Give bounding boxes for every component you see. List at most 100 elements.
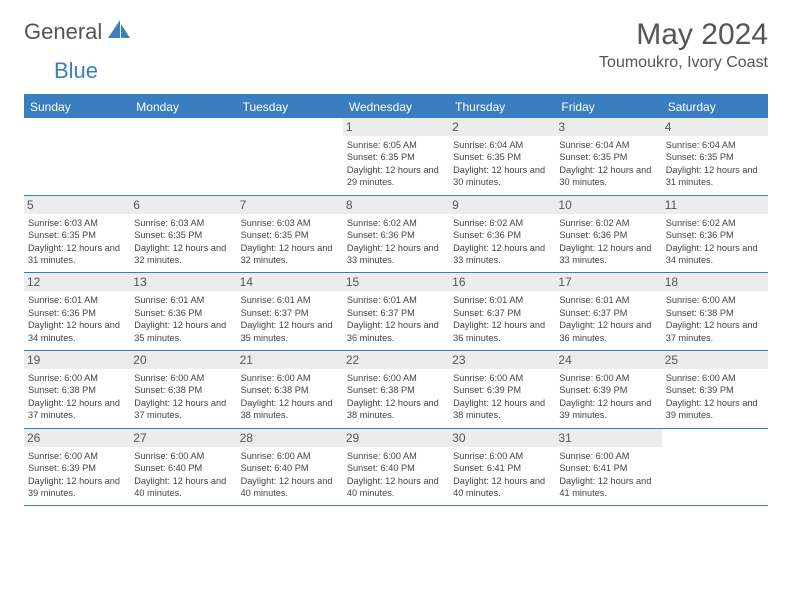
- daylight-line: Daylight: 12 hours and 38 minutes.: [347, 397, 445, 422]
- sunrise-line: Sunrise: 6:00 AM: [28, 372, 126, 384]
- daylight-line: Daylight: 12 hours and 40 minutes.: [134, 475, 232, 500]
- sunrise-line: Sunrise: 6:00 AM: [666, 372, 764, 384]
- sunrise-line: Sunrise: 6:03 AM: [28, 217, 126, 229]
- day-number: 5: [24, 196, 130, 214]
- day-cell: 10Sunrise: 6:02 AMSunset: 6:36 PMDayligh…: [555, 196, 661, 273]
- sunrise-line: Sunrise: 6:00 AM: [241, 450, 339, 462]
- sunrise-line: Sunrise: 6:05 AM: [347, 139, 445, 151]
- sunrise-line: Sunrise: 6:00 AM: [453, 372, 551, 384]
- sunrise-line: Sunrise: 6:00 AM: [666, 294, 764, 306]
- sunrise-line: Sunrise: 6:01 AM: [241, 294, 339, 306]
- daylight-line: Daylight: 12 hours and 29 minutes.: [347, 164, 445, 189]
- day-number: 8: [343, 196, 449, 214]
- day-info: Sunrise: 6:00 AMSunset: 6:39 PMDaylight:…: [28, 450, 126, 500]
- day-info: Sunrise: 6:04 AMSunset: 6:35 PMDaylight:…: [559, 139, 657, 189]
- day-cell: 11Sunrise: 6:02 AMSunset: 6:36 PMDayligh…: [662, 196, 768, 273]
- day-info: Sunrise: 6:01 AMSunset: 6:37 PMDaylight:…: [347, 294, 445, 344]
- day-number: 3: [555, 118, 661, 136]
- day-info: Sunrise: 6:00 AMSunset: 6:38 PMDaylight:…: [28, 372, 126, 422]
- sunrise-line: Sunrise: 6:03 AM: [134, 217, 232, 229]
- sunrise-line: Sunrise: 6:04 AM: [453, 139, 551, 151]
- daylight-line: Daylight: 12 hours and 39 minutes.: [28, 475, 126, 500]
- day-number: 1: [343, 118, 449, 136]
- day-number: 14: [237, 273, 343, 291]
- day-info: Sunrise: 6:00 AMSunset: 6:40 PMDaylight:…: [241, 450, 339, 500]
- logo-text-blue: Blue: [54, 58, 98, 84]
- day-cell: 4 Sunrise: 6:04 AMSunset: 6:35 PMDaylight…: [662, 118, 768, 195]
- day-header-cell: Friday: [555, 96, 661, 118]
- sunset-line: Sunset: 6:39 PM: [559, 384, 657, 396]
- day-cell: 7Sunrise: 6:03 AMSunset: 6:35 PMDaylight…: [237, 196, 343, 273]
- daylight-line: Daylight: 12 hours and 30 minutes.: [559, 164, 657, 189]
- day-cell: 18Sunrise: 6:00 AMSunset: 6:38 PMDayligh…: [662, 273, 768, 350]
- day-number: 21: [237, 351, 343, 369]
- day-number: 11: [662, 196, 768, 214]
- daylight-line: Daylight: 12 hours and 40 minutes.: [453, 475, 551, 500]
- daylight-line: Daylight: 12 hours and 39 minutes.: [666, 397, 764, 422]
- day-number: 10: [555, 196, 661, 214]
- day-cell: 22Sunrise: 6:00 AMSunset: 6:38 PMDayligh…: [343, 351, 449, 428]
- sunset-line: Sunset: 6:36 PM: [559, 229, 657, 241]
- day-info: Sunrise: 6:04 AMSunset: 6:35 PMDaylight:…: [666, 139, 764, 189]
- day-number: 4: [662, 118, 768, 136]
- day-number: 12: [24, 273, 130, 291]
- day-number: 27: [130, 429, 236, 447]
- week-row: 19Sunrise: 6:00 AMSunset: 6:38 PMDayligh…: [24, 351, 768, 429]
- day-cell: 25Sunrise: 6:00 AMSunset: 6:39 PMDayligh…: [662, 351, 768, 428]
- sunset-line: Sunset: 6:37 PM: [241, 307, 339, 319]
- day-cell: 1 Sunrise: 6:05 AMSunset: 6:35 PMDaylight…: [343, 118, 449, 195]
- sunset-line: Sunset: 6:40 PM: [241, 462, 339, 474]
- sunrise-line: Sunrise: 6:00 AM: [453, 450, 551, 462]
- sunrise-line: Sunrise: 6:02 AM: [453, 217, 551, 229]
- day-info: Sunrise: 6:00 AMSunset: 6:41 PMDaylight:…: [453, 450, 551, 500]
- sunset-line: Sunset: 6:39 PM: [666, 384, 764, 396]
- day-number: 19: [24, 351, 130, 369]
- day-cell: 23Sunrise: 6:00 AMSunset: 6:39 PMDayligh…: [449, 351, 555, 428]
- day-cell: 3 Sunrise: 6:04 AMSunset: 6:35 PMDaylight…: [555, 118, 661, 195]
- day-cell: [24, 118, 130, 195]
- daylight-line: Daylight: 12 hours and 36 minutes.: [347, 319, 445, 344]
- daylight-line: Daylight: 12 hours and 34 minutes.: [666, 242, 764, 267]
- day-cell: 15Sunrise: 6:01 AMSunset: 6:37 PMDayligh…: [343, 273, 449, 350]
- daylight-line: Daylight: 12 hours and 34 minutes.: [28, 319, 126, 344]
- day-info: Sunrise: 6:00 AMSunset: 6:40 PMDaylight:…: [134, 450, 232, 500]
- sunrise-line: Sunrise: 6:01 AM: [559, 294, 657, 306]
- daylight-line: Daylight: 12 hours and 35 minutes.: [134, 319, 232, 344]
- day-info: Sunrise: 6:01 AMSunset: 6:37 PMDaylight:…: [241, 294, 339, 344]
- sunset-line: Sunset: 6:40 PM: [134, 462, 232, 474]
- sunset-line: Sunset: 6:41 PM: [453, 462, 551, 474]
- sunset-line: Sunset: 6:35 PM: [241, 229, 339, 241]
- sunrise-line: Sunrise: 6:00 AM: [241, 372, 339, 384]
- day-cell: [662, 429, 768, 506]
- day-info: Sunrise: 6:00 AMSunset: 6:39 PMDaylight:…: [666, 372, 764, 422]
- daylight-line: Daylight: 12 hours and 33 minutes.: [559, 242, 657, 267]
- location: Toumoukro, Ivory Coast: [599, 54, 768, 72]
- day-cell: 28Sunrise: 6:00 AMSunset: 6:40 PMDayligh…: [237, 429, 343, 506]
- daylight-line: Daylight: 12 hours and 31 minutes.: [666, 164, 764, 189]
- week-row: 5Sunrise: 6:03 AMSunset: 6:35 PMDaylight…: [24, 196, 768, 274]
- day-number: 20: [130, 351, 236, 369]
- day-cell: 12Sunrise: 6:01 AMSunset: 6:36 PMDayligh…: [24, 273, 130, 350]
- sunrise-line: Sunrise: 6:00 AM: [347, 372, 445, 384]
- day-cell: 30Sunrise: 6:00 AMSunset: 6:41 PMDayligh…: [449, 429, 555, 506]
- month-title: May 2024: [599, 18, 768, 52]
- sunset-line: Sunset: 6:37 PM: [559, 307, 657, 319]
- sunset-line: Sunset: 6:38 PM: [134, 384, 232, 396]
- daylight-line: Daylight: 12 hours and 39 minutes.: [559, 397, 657, 422]
- sunset-line: Sunset: 6:38 PM: [347, 384, 445, 396]
- day-info: Sunrise: 6:05 AMSunset: 6:35 PMDaylight:…: [347, 139, 445, 189]
- daylight-line: Daylight: 12 hours and 36 minutes.: [559, 319, 657, 344]
- day-number: 31: [555, 429, 661, 447]
- sunset-line: Sunset: 6:35 PM: [559, 151, 657, 163]
- day-cell: [237, 118, 343, 195]
- sail-icon: [106, 18, 132, 45]
- day-header-cell: Saturday: [662, 96, 768, 118]
- daylight-line: Daylight: 12 hours and 31 minutes.: [28, 242, 126, 267]
- sunset-line: Sunset: 6:39 PM: [453, 384, 551, 396]
- sunset-line: Sunset: 6:35 PM: [134, 229, 232, 241]
- daylight-line: Daylight: 12 hours and 38 minutes.: [241, 397, 339, 422]
- day-header-cell: Thursday: [449, 96, 555, 118]
- sunrise-line: Sunrise: 6:00 AM: [559, 450, 657, 462]
- day-cell: 8Sunrise: 6:02 AMSunset: 6:36 PMDaylight…: [343, 196, 449, 273]
- day-cell: 31Sunrise: 6:00 AMSunset: 6:41 PMDayligh…: [555, 429, 661, 506]
